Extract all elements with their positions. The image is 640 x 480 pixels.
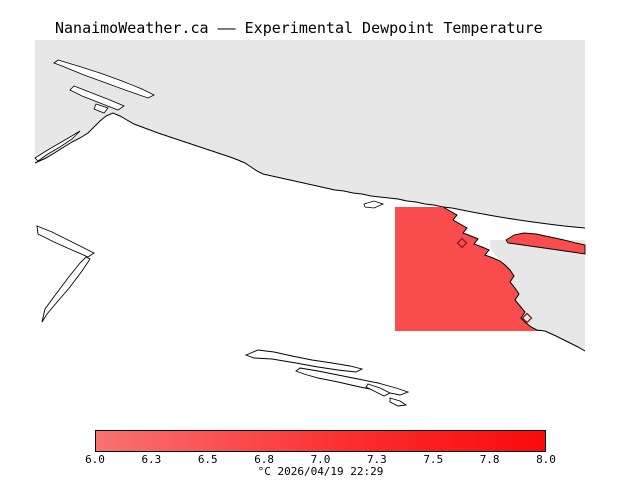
inlet-shape	[69, 85, 125, 111]
dewpoint-island	[505, 232, 586, 255]
page-title: NanaimoWeather.ca —— Experimental Dewpoi…	[55, 19, 543, 37]
color-scale-ticks: 6.0 6.3 6.5 6.8 7.0 7.3 7.5 7.8 8.0	[85, 453, 556, 466]
scale-tick: 6.0	[85, 453, 105, 466]
scale-tick: 7.0	[310, 453, 331, 466]
island-outline	[365, 383, 392, 397]
scale-tick: 7.3	[366, 453, 387, 466]
scale-unit: °C	[257, 465, 271, 478]
field-coastline-path	[442, 206, 546, 332]
color-scale-bar	[95, 430, 546, 452]
island-outline	[244, 349, 364, 373]
timestamp: 2026/04/19 22:29	[277, 465, 384, 478]
scale-tick: 6.5	[197, 453, 218, 466]
inlet-shape	[34, 130, 81, 162]
inlet-shape	[53, 59, 155, 99]
coast-sliver	[41, 256, 91, 323]
scale-tick: 7.8	[479, 453, 500, 466]
islet-outline	[363, 200, 385, 209]
island-outline	[389, 397, 408, 407]
scale-caption: °C 2026/04/19 22:29	[95, 465, 546, 478]
coast-sliver	[36, 225, 95, 258]
scale-tick: 8.0	[536, 453, 556, 466]
coastline-path	[34, 112, 586, 229]
inlet-shape	[93, 103, 109, 114]
scale-tick: 7.5	[423, 453, 444, 466]
dewpoint-field	[395, 207, 545, 331]
coastline-path-se	[544, 330, 586, 352]
scale-tick: 6.8	[254, 453, 275, 466]
island-outline	[295, 367, 410, 396]
land-polygon	[35, 40, 585, 228]
station-marker-2	[521, 312, 533, 324]
scale-tick: 6.3	[141, 453, 162, 466]
land-wedge	[490, 240, 585, 351]
station-marker-1	[456, 237, 468, 249]
